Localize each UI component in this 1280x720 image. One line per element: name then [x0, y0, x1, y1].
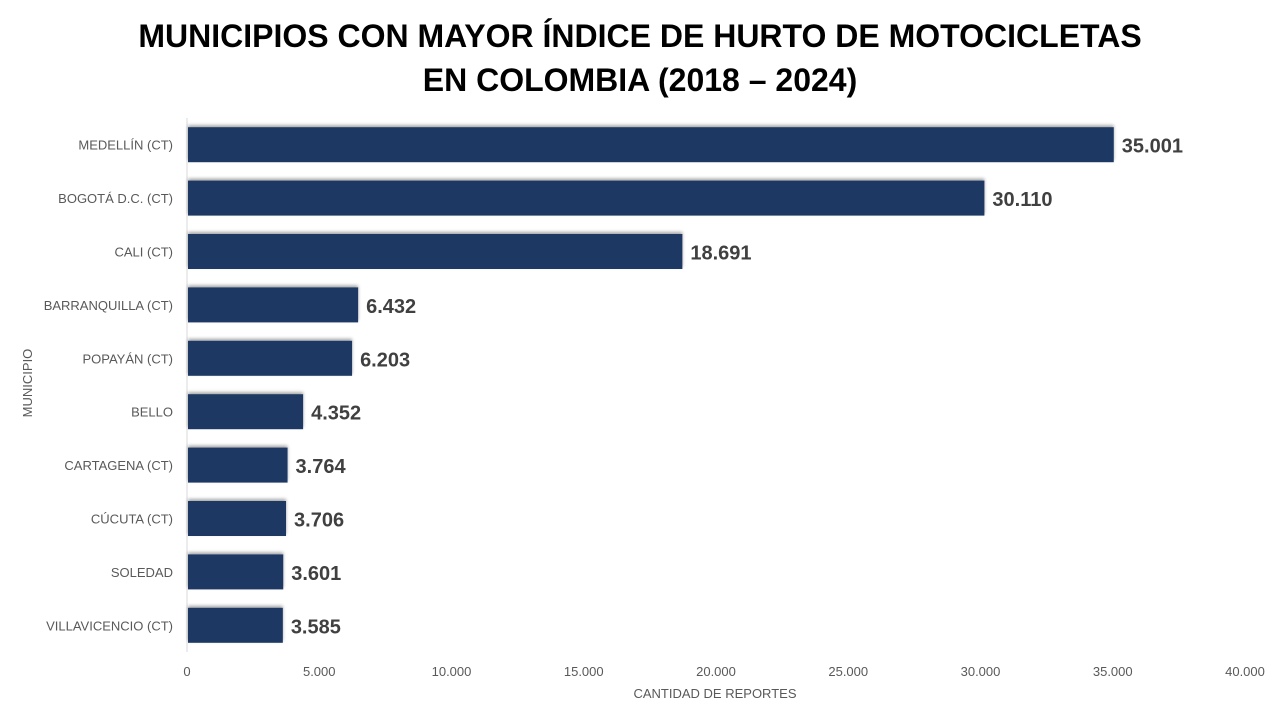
bar: [188, 287, 359, 323]
category-label: CALI (CT): [115, 245, 174, 260]
x-tick-label: 15.000: [564, 664, 604, 679]
category-label: BARRANQUILLA (CT): [44, 298, 173, 313]
chart-title: MUNICIPIOS CON MAYOR ÍNDICE DE HURTO DE …: [0, 14, 1280, 102]
bar: [188, 340, 353, 376]
bar: [188, 447, 288, 483]
x-tick-label: 25.000: [828, 664, 868, 679]
bar: [188, 554, 284, 590]
data-label: 35.001: [1122, 136, 1183, 158]
bar: [188, 501, 287, 536]
category-label: CARTAGENA (CT): [64, 458, 173, 473]
category-label: BELLO: [131, 405, 173, 420]
x-axis-title: CANTIDAD DE REPORTES: [633, 686, 796, 701]
data-label: 30.110: [992, 189, 1052, 211]
x-tick-label: 0: [183, 664, 190, 679]
x-tick-label: 10.000: [432, 664, 472, 679]
data-label: 18.691: [690, 243, 751, 265]
chart-title-line2: EN COLOMBIA (2018 – 2024): [422, 62, 858, 98]
data-label: 4.352: [311, 403, 361, 425]
data-label: 3.585: [291, 616, 341, 638]
bar: [188, 180, 985, 216]
bar: [188, 127, 1114, 163]
x-tick-label: 35.000: [1093, 664, 1133, 679]
category-label: CÚCUTA (CT): [91, 512, 173, 527]
data-label: 3.601: [291, 563, 341, 585]
bar: [188, 234, 683, 269]
category-label: POPAYÁN (CT): [82, 351, 173, 366]
x-tick-label: 40.000: [1225, 664, 1265, 679]
plot-area: MEDELLÍN (CT) 35.001 BOGOTÁ D.C. (CT) 30.11…: [44, 118, 1265, 679]
chart-title-line1: MUNICIPIOS CON MAYOR ÍNDICE DE HURTO DE …: [138, 18, 1142, 54]
x-tick-label: 20.000: [696, 664, 736, 679]
x-tick-label: 30.000: [961, 664, 1001, 679]
bar: [188, 394, 304, 430]
x-tick-label: 5.000: [303, 664, 336, 679]
data-label: 6.203: [360, 349, 410, 371]
data-label: 3.706: [294, 510, 344, 532]
y-axis-title: MUNICIPIO: [20, 349, 35, 418]
data-label: 6.432: [366, 296, 416, 318]
data-label: 3.764: [296, 456, 347, 478]
category-label: SOLEDAD: [111, 565, 173, 580]
category-label: MEDELLÍN (CT): [78, 138, 173, 153]
category-label: BOGOTÁ D.C. (CT): [58, 191, 173, 206]
bar: [188, 607, 283, 643]
category-label: VILLAVICENCIO (CT): [46, 618, 173, 633]
